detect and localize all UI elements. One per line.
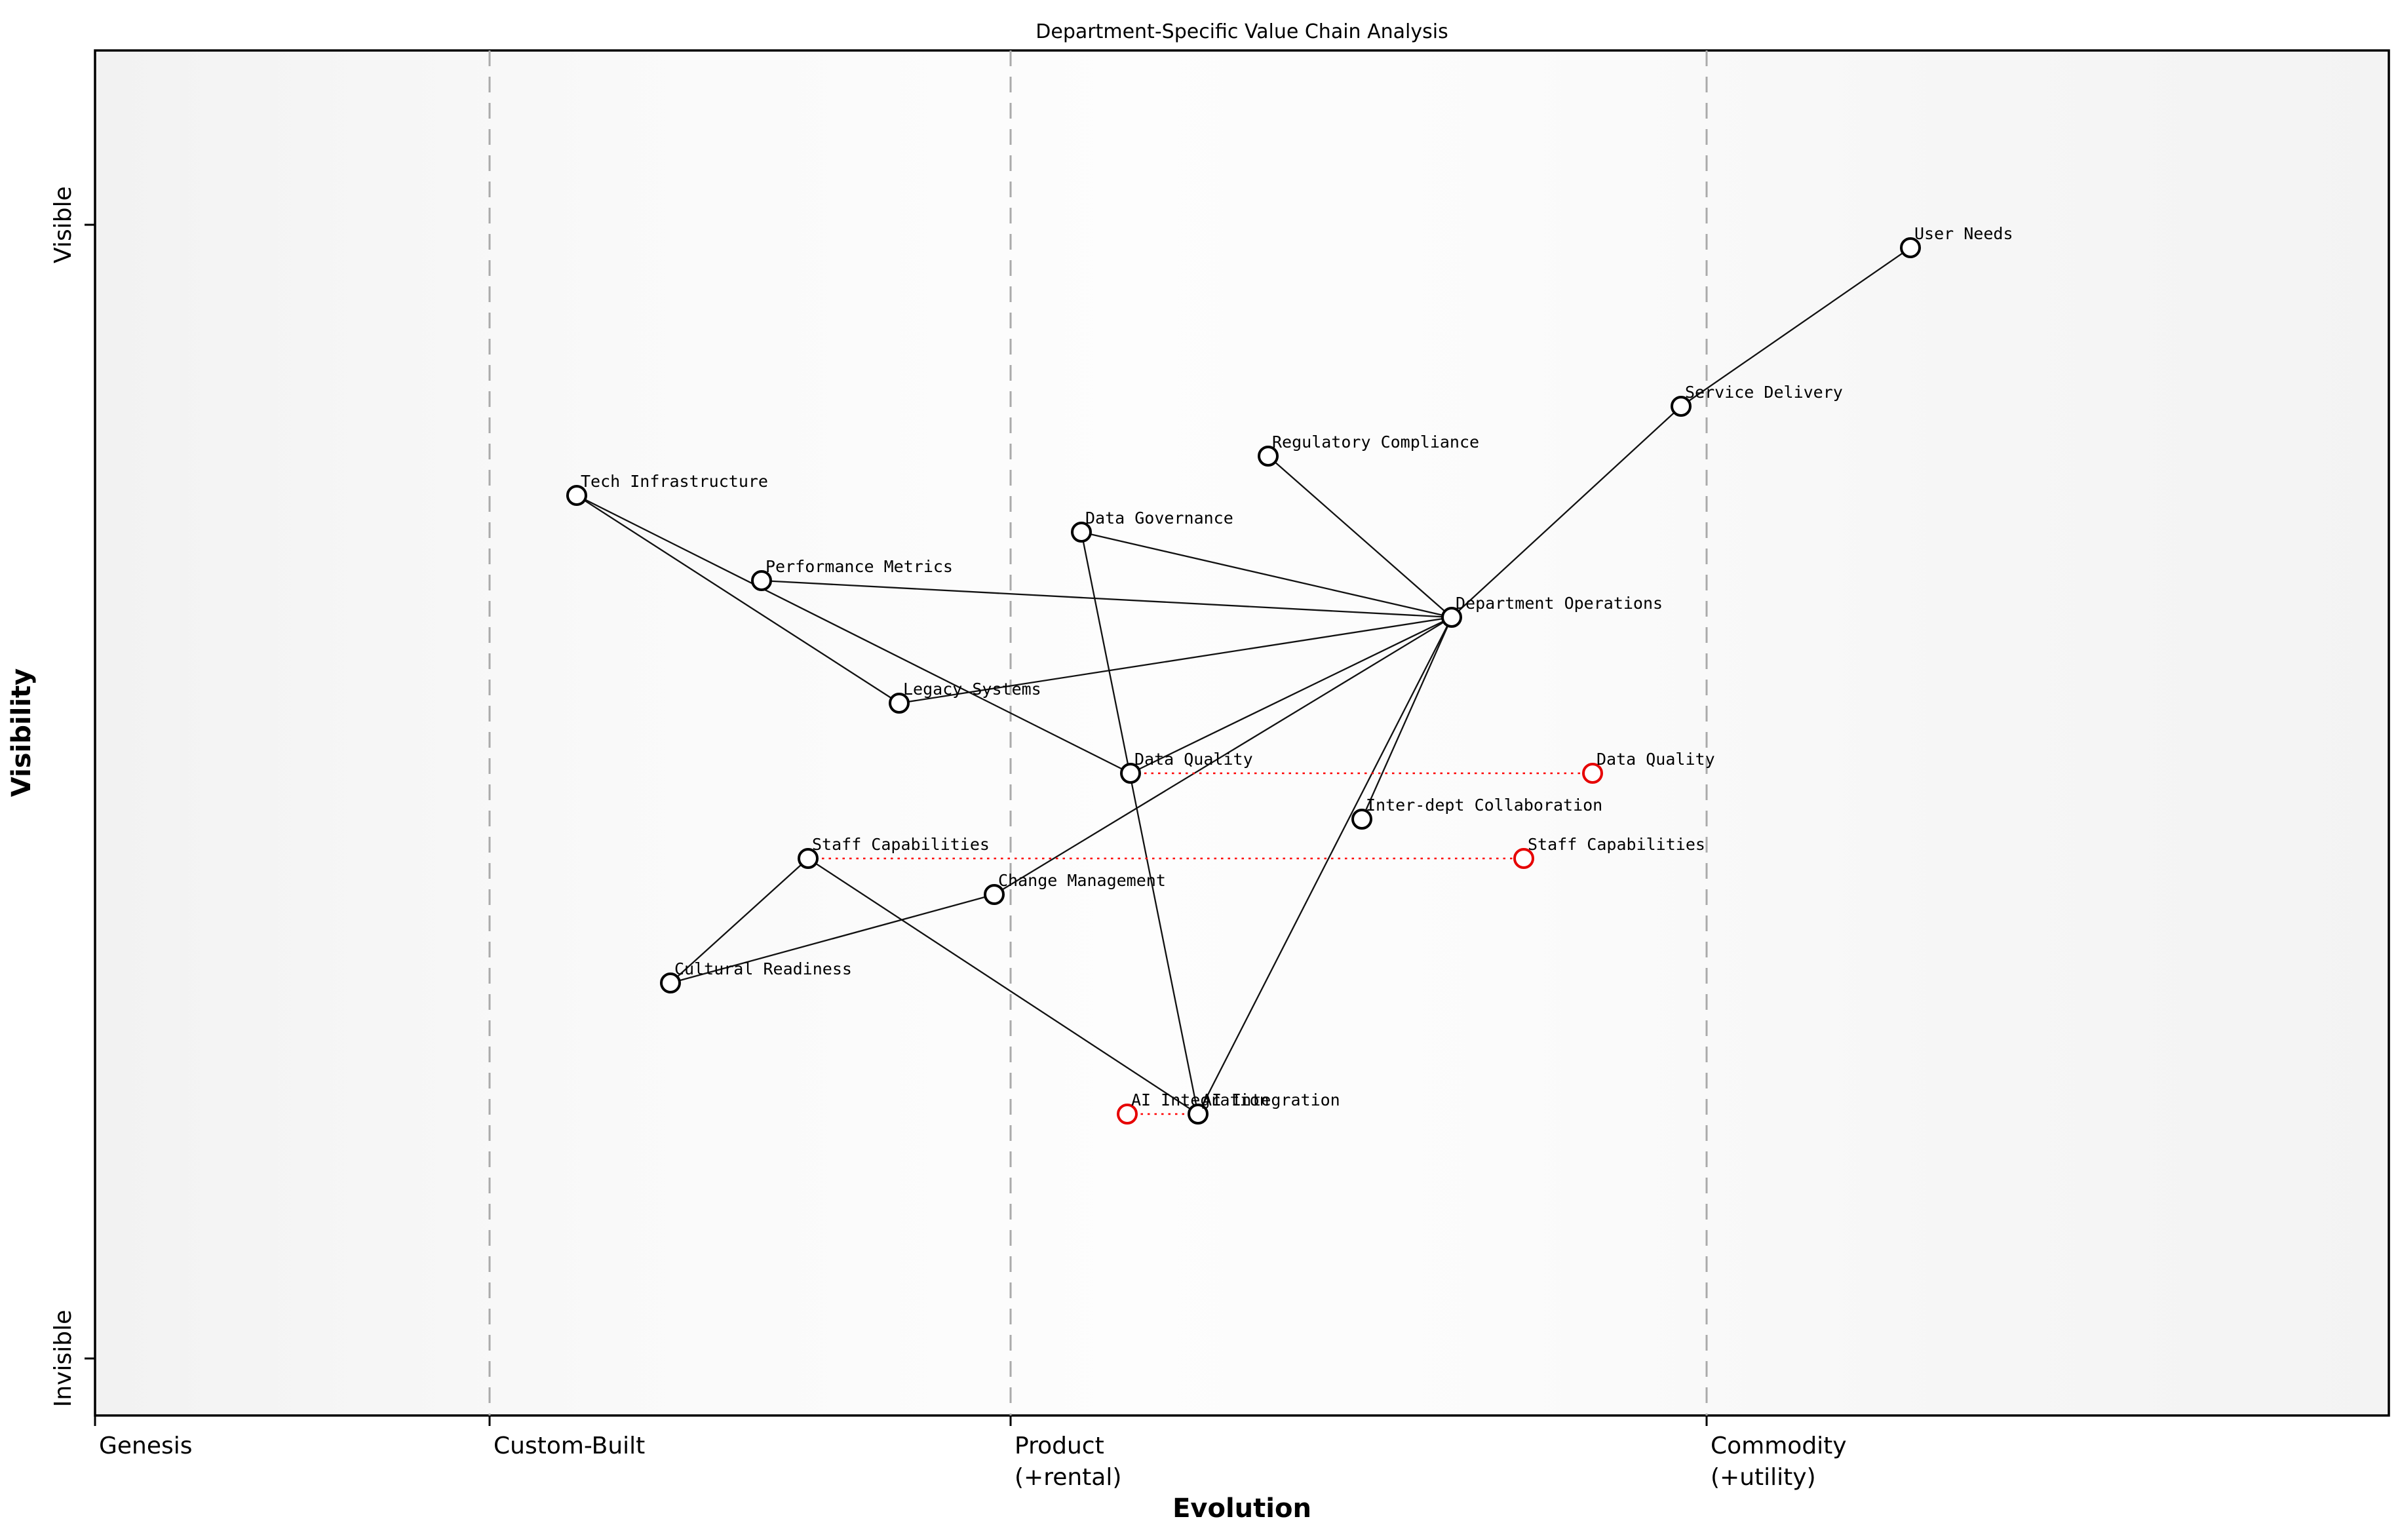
x-stage-label-1: Custom-Built bbox=[494, 1433, 645, 1459]
edge-staff_capabilities--cultural_readiness bbox=[670, 858, 809, 984]
edge-data_quality--department_operations bbox=[1130, 616, 1452, 775]
node-label-data_governance: Data Governance bbox=[1085, 509, 1233, 528]
node-circle-cultural_readiness bbox=[660, 972, 681, 993]
node-label-staff_capabilities: Staff Capabilities bbox=[812, 835, 990, 854]
node-label-regulatory_compliance: Regulatory Compliance bbox=[1272, 433, 1479, 452]
node-circle-change_management bbox=[984, 884, 1005, 905]
y-axis-tick-invisible: Invisible bbox=[50, 1310, 77, 1408]
node-circle-data_governance bbox=[1071, 522, 1092, 543]
node-label-cultural_readiness: Cultural Readiness bbox=[674, 959, 852, 978]
edge-department_operations--interdept_collaboration bbox=[1361, 617, 1453, 820]
node-circle-regulatory_compliance bbox=[1258, 446, 1279, 467]
node-circle-user_needs bbox=[1900, 237, 1921, 258]
node-circle-interdept_collaboration bbox=[1351, 809, 1372, 830]
x-stage-label-3: Commodity bbox=[1711, 1433, 1847, 1459]
node-label-service_delivery: Service Delivery bbox=[1685, 383, 1843, 402]
x-stage-label2-3: (+utility) bbox=[1711, 1464, 1816, 1491]
node-label-data_quality: Data Quality bbox=[1134, 750, 1253, 769]
node-label-performance_metrics: Performance Metrics bbox=[765, 557, 953, 576]
node-circle-legacy_systems bbox=[889, 693, 910, 714]
y-axis-label: Visibility bbox=[7, 668, 37, 797]
plot-area bbox=[94, 49, 2390, 1417]
node-label-ai_integration_target: AI Integration bbox=[1131, 1090, 1269, 1109]
node-label-department_operations: Department Operations bbox=[1456, 594, 1663, 613]
edge-change_management--department_operations bbox=[994, 617, 1452, 895]
node-label-data_quality_target: Data Quality bbox=[1597, 750, 1715, 769]
node-label-user_needs: User Needs bbox=[1914, 224, 2013, 243]
node-circle-ai_integration_target bbox=[1117, 1104, 1138, 1125]
edge-tech_infrastructure--legacy_systems bbox=[576, 495, 900, 704]
node-label-staff_capabilities_target: Staff Capabilities bbox=[1528, 835, 1705, 854]
node-circle-staff_capabilities bbox=[798, 848, 819, 869]
node-circle-data_quality_target bbox=[1582, 763, 1603, 784]
node-label-tech_infrastructure: Tech Infrastructure bbox=[581, 472, 768, 491]
node-label-legacy_systems: Legacy Systems bbox=[903, 680, 1041, 699]
node-circle-staff_capabilities_target bbox=[1513, 848, 1534, 869]
x-stage-label2-2: (+rental) bbox=[1015, 1464, 1121, 1491]
x-stage-label-0: Genesis bbox=[99, 1433, 193, 1459]
edge-data_governance--ai_integration bbox=[1080, 531, 1199, 1115]
node-circle-department_operations bbox=[1441, 607, 1462, 628]
edge-tech_infrastructure--data_quality bbox=[576, 494, 1131, 775]
edge-staff_capabilities--ai_integration bbox=[807, 858, 1199, 1115]
node-circle-service_delivery bbox=[1671, 396, 1692, 417]
chart-title: Department-Specific Value Chain Analysis bbox=[1035, 20, 1448, 43]
edge-service_delivery--department_operations bbox=[1451, 406, 1682, 618]
edge-regulatory_compliance--department_operations bbox=[1268, 455, 1452, 618]
edge-data_governance--department_operations bbox=[1081, 531, 1452, 619]
node-label-interdept_collaboration: Inter-dept Collaboration bbox=[1366, 796, 1602, 815]
edge-user_needs--service_delivery bbox=[1680, 247, 1911, 407]
node-circle-data_quality bbox=[1120, 763, 1141, 784]
edge-legacy_systems--department_operations bbox=[899, 616, 1452, 704]
node-circle-tech_infrastructure bbox=[566, 485, 587, 506]
edge-performance_metrics--department_operations bbox=[761, 579, 1452, 619]
edge-department_operations--ai_integration bbox=[1197, 617, 1453, 1115]
x-axis-label: Evolution bbox=[1172, 1493, 1311, 1524]
y-axis-tick-visible: Visible bbox=[50, 186, 77, 263]
edge-change_management--cultural_readiness bbox=[670, 893, 995, 984]
node-label-ai_integration: AI Integration bbox=[1202, 1090, 1340, 1109]
node-circle-ai_integration bbox=[1188, 1104, 1209, 1125]
x-stage-label-2: Product bbox=[1015, 1433, 1104, 1459]
node-label-change_management: Change Management bbox=[998, 871, 1166, 890]
node-circle-performance_metrics bbox=[751, 570, 772, 591]
